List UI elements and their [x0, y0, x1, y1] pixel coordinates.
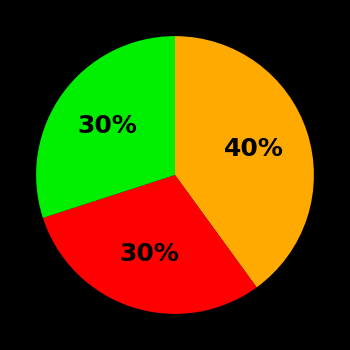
Text: 30%: 30% — [78, 114, 138, 138]
Text: 40%: 40% — [224, 137, 284, 161]
Wedge shape — [43, 175, 257, 314]
Text: 30%: 30% — [119, 242, 179, 266]
Wedge shape — [175, 36, 314, 287]
Wedge shape — [36, 36, 175, 218]
